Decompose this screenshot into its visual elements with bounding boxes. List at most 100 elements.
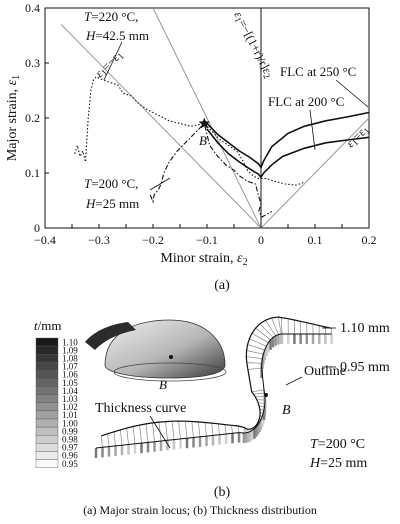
colorbar-swatch (35, 418, 59, 428)
annotation-flc200: FLC at 200 °C (268, 94, 344, 109)
thickness-normal (165, 421, 168, 441)
section-point-b-label: B (282, 403, 291, 418)
ref-label-eps: ε1=ε1 (343, 122, 372, 151)
thickness-normal (171, 421, 175, 440)
leader-flc250 (335, 79, 369, 108)
thickness-normal (246, 362, 262, 364)
colorbar-label: 1.08 (62, 354, 78, 364)
thickness-normal (184, 421, 188, 439)
thickness-normal (178, 421, 181, 439)
thickness-normals (100, 316, 332, 448)
leader-t200 (149, 177, 171, 191)
colorbar-label: 0.95 (62, 459, 78, 469)
thickness-normal (259, 408, 265, 411)
thickness-normal (224, 424, 227, 435)
ref-label-r-ratio: ε1=−[(1+r)/r]ε2 (230, 9, 276, 80)
dome-flange (85, 322, 136, 350)
thickness-normal (255, 327, 271, 341)
colorbar-label: 0.99 (62, 426, 78, 436)
colorbar-swatch (35, 386, 59, 395)
colorbar-swatch (35, 394, 59, 404)
x-axis-title: Minor strain, ε2 (160, 251, 247, 268)
thickness-normal (259, 405, 265, 408)
thickness-normal (246, 350, 264, 355)
colorbar-label: 1.02 (62, 402, 78, 412)
reference-lines (60, 7, 370, 229)
section-point-b (264, 393, 268, 397)
thickness-normal (265, 320, 276, 336)
thickness-normal (211, 423, 214, 436)
colorbar-label: 1.06 (62, 370, 78, 380)
colorbar-label: 1.03 (62, 394, 78, 404)
thickness-normal (247, 367, 262, 370)
thickness-normal (253, 392, 265, 395)
thickness-curve (101, 316, 332, 437)
thickness-normal (237, 425, 240, 433)
section-view (94, 316, 333, 458)
panel-a-label: (a) (214, 278, 230, 293)
annotation-h25: H=25 mm (85, 196, 139, 211)
colorbar-swatch (35, 345, 59, 355)
x-tick-label: −0.4 (34, 233, 56, 247)
thickness-normal (191, 421, 194, 438)
thickness-colorbar: 1.101.091.081.071.061.051.041.031.021.01… (35, 337, 78, 469)
point-b-star-marker (198, 117, 210, 129)
x-tick-label: −0.2 (142, 233, 164, 247)
thickness-normal (139, 425, 142, 444)
series-line (149, 122, 273, 218)
thickness-normal (126, 428, 129, 445)
thickness-normal (277, 316, 282, 335)
thickness-normal (258, 402, 265, 404)
thickness-normal (281, 317, 283, 335)
colorbar-swatch (35, 443, 59, 452)
colorbar-label: 1.01 (62, 410, 78, 420)
colorbar-label: 1.07 (62, 362, 78, 372)
colorbar-label: 0.98 (62, 435, 78, 445)
point-b-label: B (199, 133, 207, 148)
dome-body (104, 319, 226, 379)
thickness-normal (100, 435, 103, 448)
axis-ticks: −0.4 −0.3 −0.2 −0.1 0 0.1 0.2 0 0.1 0.2 0.3 0.4 (25, 1, 377, 247)
colorbar-swatch (35, 362, 59, 371)
thickness-normal (198, 421, 201, 437)
x-tick-label: 0.1 (308, 233, 323, 247)
thickness-normal (120, 429, 123, 446)
y-tick-label: 0.1 (25, 166, 40, 180)
label-1-10-mm: 1.10 mm (340, 321, 390, 336)
colorbar-swatch (35, 451, 59, 460)
x-tick-label: −0.1 (196, 233, 218, 247)
reference-line (260, 117, 370, 229)
y-tick-label: 0.4 (25, 1, 40, 15)
x-tick-label: 0 (258, 233, 264, 247)
annotation-h42-5: H=42.5 mm (85, 28, 149, 43)
reference-line (152, 7, 262, 229)
outline-label: Outline (304, 364, 346, 379)
thickness-normal (217, 423, 220, 435)
panel-a-major-strain-plot: −0.4 −0.3 −0.2 −0.1 0 0.1 0.2 0 0.1 0.2 0.3 0.4 Min… (5, 1, 377, 293)
thickness-normal (231, 425, 233, 434)
thickness-normal (251, 332, 269, 344)
annotation-flc250: FLC at 250 °C (280, 64, 356, 79)
outline-curve (95, 333, 332, 449)
condition-temperature: T=200 °C (310, 437, 365, 452)
colorbar-swatch (35, 402, 59, 412)
thickness-normal (204, 422, 207, 437)
series-line (206, 128, 370, 179)
leader-t220 (103, 41, 123, 81)
thickness-normal (113, 431, 116, 446)
x-tick-label: −0.3 (88, 233, 110, 247)
dome-rim (113, 362, 227, 382)
dome-point-b (169, 355, 173, 359)
panel-b-label: (b) (214, 485, 231, 500)
dome-3d-view: B (85, 319, 227, 392)
x-tick-label: 0.2 (362, 233, 377, 247)
legend-title: t/mm (34, 318, 61, 333)
colorbar-swatch (35, 426, 59, 436)
colorbar-swatch (35, 435, 59, 444)
figure-caption: (a) Major strain locus; (b) Thickness di… (83, 503, 317, 517)
colorbar-swatch (35, 354, 59, 363)
y-axis-title: Major strain, ε1 (5, 75, 22, 161)
colorbar-label: 0.96 (62, 451, 78, 461)
colorbar-label: 1.05 (62, 378, 78, 388)
